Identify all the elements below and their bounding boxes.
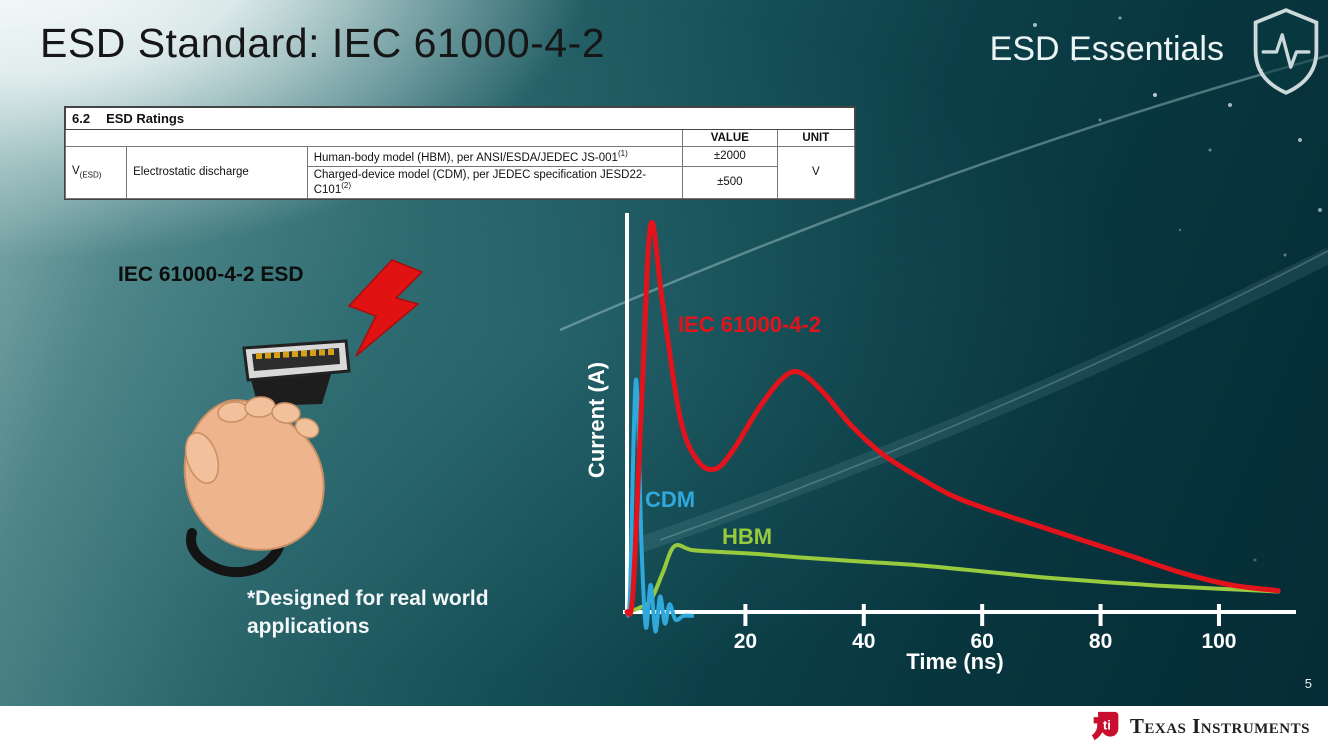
y-axis-label: Current (A) [584, 361, 609, 479]
ti-logo-text: Texas Instruments [1129, 713, 1310, 738]
light-streak-glow [637, 247, 1328, 553]
cdm-description-text: Charged-device model (CDM), per JEDEC sp… [313, 168, 647, 196]
hbm-value: ±2000 [681, 146, 778, 167]
hbm-description-text: Human-body model (HBM), per ANSI/ESDA/JE… [313, 151, 618, 164]
table-header-row: VALUE UNIT [65, 129, 856, 147]
table-row-hbm: V(ESD) Electrostatic discharge Human-bod… [64, 146, 856, 199]
esd-ratings-table: 6.2 ESD Ratings VALUE UNIT V(ESD) Electro… [64, 106, 856, 200]
col-header-value: VALUE [681, 129, 778, 147]
hand-with-connector-illustration [183, 259, 424, 578]
page-number: 5 [1304, 676, 1312, 691]
esd-shield-icon [1253, 8, 1319, 95]
series-label-cdm: CDM [645, 487, 696, 512]
hdmi-connector [242, 339, 351, 406]
table-section-number: 6.2 [72, 111, 91, 126]
page-title: ESD Standard: IEC 61000-4-2 [40, 20, 606, 66]
hand [183, 396, 325, 551]
figure-note-line2: applications [247, 615, 370, 639]
col-header-unit: UNIT [776, 129, 856, 147]
figure-note-line1: *Designed for real world [247, 587, 489, 610]
lightning-bolt-icon [347, 259, 424, 357]
table-section-title: ESD Ratings [106, 111, 185, 126]
ti-logo: ti Texas Instruments [1091, 711, 1310, 741]
table-section-row: 6.2 ESD Ratings [65, 107, 855, 130]
parameter-symbol-sub: (ESD) [79, 170, 102, 180]
hbm-description: Human-body model (HBM), per ANSI/ESDA/JE… [306, 146, 683, 167]
parameter-symbol: V(ESD) [64, 146, 128, 199]
ti-logo-icon: ti [1091, 711, 1119, 741]
series-label-hbm: HBM [722, 524, 773, 549]
cdm-footnote-ref: (2) [341, 180, 352, 190]
cdm-value: ±500 [681, 165, 778, 199]
figure-note: *Designed for real world applications [247, 585, 489, 642]
series-label-iec: IEC 61000-4-2 [678, 312, 822, 337]
cdm-description: Charged-device model (CDM), per JEDEC sp… [306, 165, 683, 199]
cable [186, 528, 285, 578]
x-axis-label: Time (ns) [906, 649, 1004, 674]
parameter-symbol-base: V [72, 165, 80, 178]
ti-logo-glyph: ti [1103, 718, 1111, 733]
figure-caption: IEC 61000-4-2 ESD [118, 263, 304, 286]
parameter-name: Electrostatic discharge [126, 146, 308, 199]
brand-title: ESD Essentials [989, 30, 1224, 68]
hbm-footnote-ref: (1) [617, 149, 628, 158]
footer-bar: ti Texas Instruments [0, 706, 1328, 746]
unit-value: V [776, 146, 856, 199]
table-row-cdm: Charged-device model (CDM), per JEDEC sp… [66, 165, 855, 199]
